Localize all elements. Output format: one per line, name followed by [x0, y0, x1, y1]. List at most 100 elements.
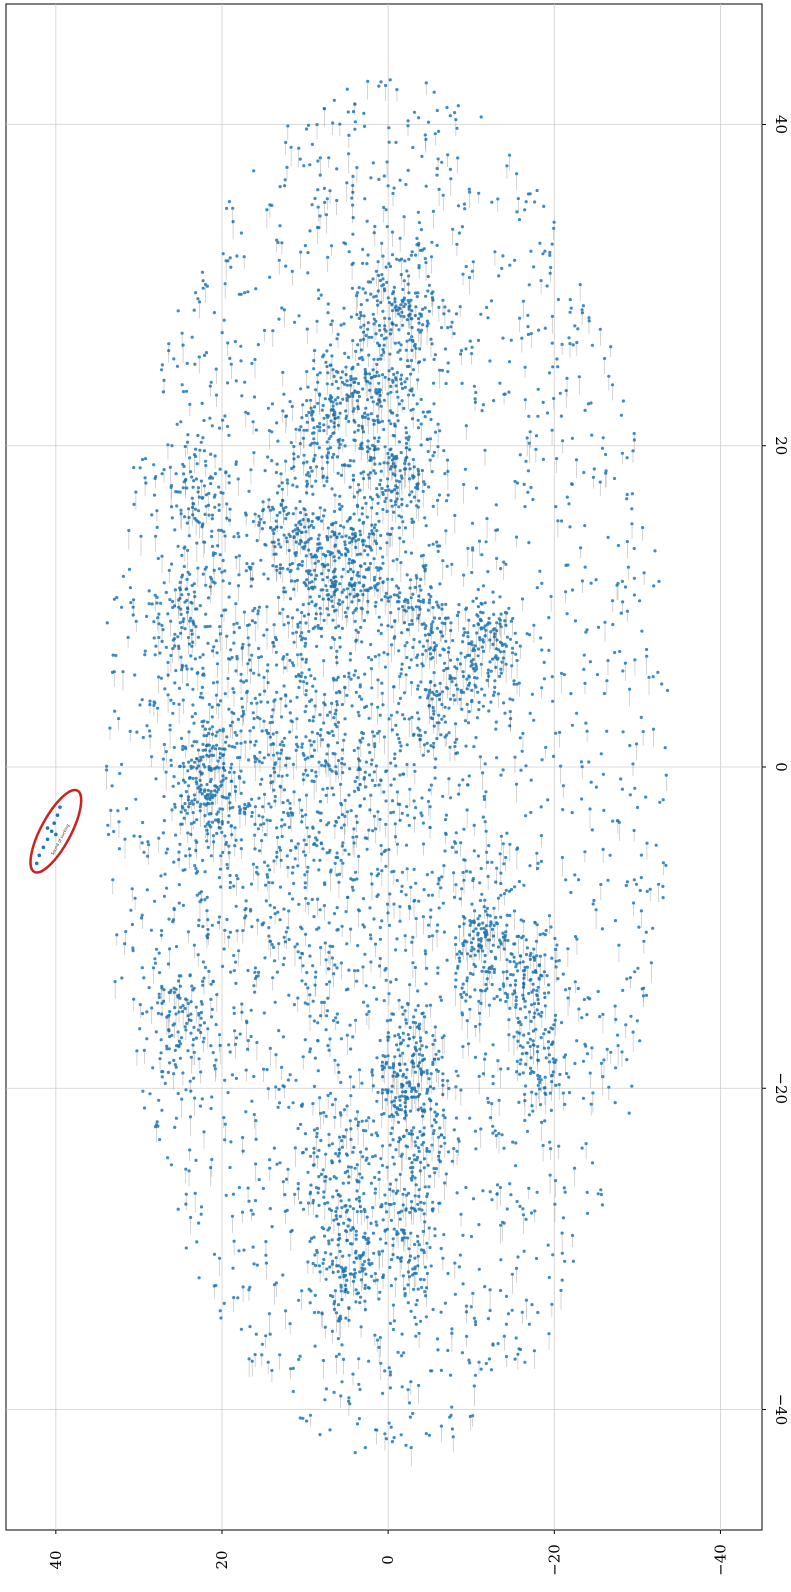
scatter-point — [470, 662, 474, 667]
scatter-point — [267, 731, 271, 736]
scatter-point — [327, 1132, 331, 1136]
scatter-point — [337, 624, 341, 628]
scatter-point — [379, 843, 383, 848]
scatter-point — [396, 1073, 400, 1077]
scatter-point — [379, 533, 383, 538]
scatter-point — [446, 1079, 450, 1083]
scatter-point — [490, 982, 494, 987]
scatter-point — [287, 993, 291, 997]
scatter-point — [317, 1264, 321, 1268]
scatter-point — [348, 767, 352, 771]
scatter-point — [233, 730, 237, 735]
scatter-point — [468, 275, 472, 280]
scatter-point — [330, 769, 334, 773]
scatter-point — [267, 498, 271, 502]
scatter-point — [164, 590, 168, 595]
scatter-point — [361, 247, 365, 251]
scatter-point — [376, 867, 380, 871]
scatter-point — [196, 566, 200, 570]
scatter-point — [227, 1043, 231, 1047]
scatter-point — [312, 457, 316, 461]
scatter-point — [339, 803, 344, 807]
scatter-point — [268, 1158, 272, 1162]
scatter-point — [265, 873, 269, 877]
scatter-point — [629, 1014, 633, 1018]
scatter-point — [347, 419, 351, 424]
scatter-point — [399, 474, 403, 478]
scatter-point — [396, 308, 400, 312]
scatter-point — [294, 748, 298, 753]
scatter-point — [206, 788, 210, 793]
scatter-point — [487, 1003, 491, 1007]
scatter-point — [256, 609, 260, 613]
scatter-point — [267, 1312, 271, 1316]
scatter-point — [461, 1045, 465, 1049]
scatter-point — [349, 1127, 353, 1131]
scatter-point — [268, 868, 272, 872]
scatter-point — [464, 264, 468, 269]
scatter-point — [340, 1298, 344, 1302]
scatter-point — [252, 717, 256, 721]
scatter-point — [394, 1178, 398, 1182]
scatter-point — [397, 1140, 401, 1144]
scatter-point — [275, 855, 279, 859]
scatter-point — [387, 848, 391, 852]
scatter-point — [391, 472, 395, 476]
scatter-point — [358, 552, 363, 556]
scatter-point — [454, 936, 458, 940]
scatter-point — [424, 1045, 429, 1049]
scatter-point — [191, 1037, 196, 1042]
scatter-point — [201, 924, 205, 929]
scatter-point — [498, 381, 502, 385]
scatter-point — [246, 968, 250, 973]
scatter-point — [379, 478, 383, 482]
scatter-point — [429, 646, 433, 650]
scatter-point — [150, 1006, 154, 1010]
scatter-point — [461, 870, 465, 875]
scatter-point — [249, 468, 253, 472]
scatter-point — [525, 965, 530, 969]
scatter-point — [600, 1203, 605, 1207]
scatter-point — [245, 533, 249, 538]
scatter-point — [393, 422, 397, 426]
scatter-point — [179, 736, 184, 741]
scatter-point — [291, 529, 295, 533]
scatter-point — [553, 1013, 558, 1018]
scatter-point — [250, 797, 254, 801]
scatter-point — [367, 1286, 371, 1290]
scatter-point — [524, 952, 529, 957]
scatter-point — [406, 1044, 410, 1048]
scatter-point — [196, 671, 200, 675]
scatter-point — [411, 1411, 415, 1416]
scatter-point — [429, 783, 433, 787]
scatter-point — [402, 296, 406, 300]
scatter-point — [463, 467, 467, 471]
scatter-point — [334, 1311, 338, 1315]
scatter-point — [190, 715, 194, 719]
scatter-point — [321, 1168, 325, 1172]
scatter-point — [392, 285, 396, 289]
scatter-point — [334, 655, 339, 659]
scatter-point — [613, 919, 618, 923]
scatter-point — [293, 476, 297, 480]
scatter-point — [461, 272, 465, 276]
scatter-point — [178, 621, 182, 625]
scatter-point — [522, 482, 526, 486]
scatter-point — [394, 1110, 399, 1115]
scatter-point — [514, 1164, 518, 1168]
scatter-point — [297, 314, 301, 318]
scatter-point — [557, 1144, 561, 1148]
scatter-point — [363, 197, 367, 201]
scatter-point — [421, 564, 425, 568]
scatter-point — [253, 606, 257, 610]
scatter-point — [638, 1039, 642, 1043]
scatter-point — [407, 717, 411, 721]
scatter-point — [257, 514, 261, 518]
scatter-point — [437, 1135, 441, 1139]
scatter-point — [409, 316, 413, 321]
scatter-point — [375, 511, 379, 516]
scatter-point — [334, 678, 339, 682]
scatter-point — [260, 527, 265, 531]
scatter-point — [347, 968, 351, 972]
scatter-point — [282, 935, 286, 939]
